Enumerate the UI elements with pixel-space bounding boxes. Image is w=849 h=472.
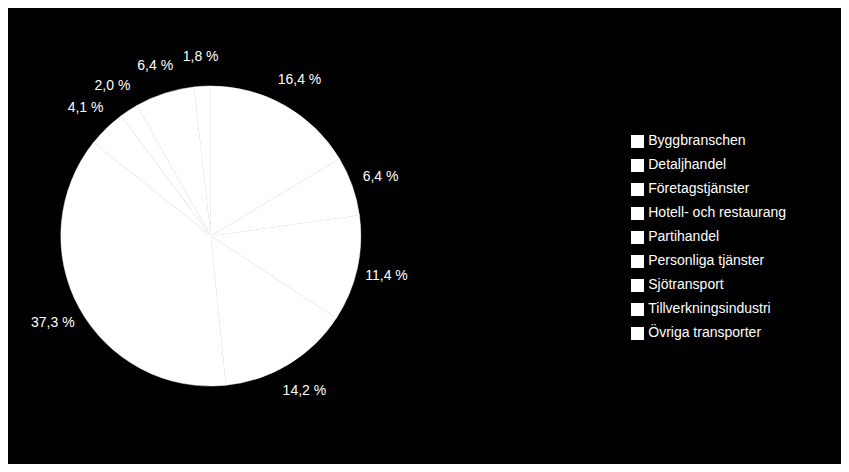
svg-text:1,8 %: 1,8 % (183, 48, 219, 64)
html-text:Företagstjänster: Företagstjänster (648, 180, 750, 196)
html-text:Tillverkningsindustri: Tillverkningsindustri (648, 300, 771, 316)
html-text:Byggbranschen: Byggbranschen (648, 132, 746, 148)
svg-text:14,2 %: 14,2 % (283, 382, 327, 398)
html-text:Personliga tjänster: Personliga tjänster (648, 252, 765, 268)
html-text:Övriga transporter: Övriga transporter (648, 324, 762, 340)
svg-text:11,4 %: 11,4 % (365, 267, 408, 283)
html-text:Hotell- och restaurang: Hotell- och restaurang (648, 204, 786, 220)
svg-text:6,4 %: 6,4 % (363, 168, 399, 184)
svg-text:4,1 %: 4,1 % (68, 99, 104, 115)
svg-text:6,4 %: 6,4 % (137, 57, 173, 73)
html-text:Detaljhandel: Detaljhandel (648, 156, 727, 172)
svg-text:2,0 %: 2,0 % (95, 77, 131, 93)
svg-text:37,3 %: 37,3 % (31, 314, 75, 330)
html-text:Sjötransport: Sjötransport (648, 276, 724, 292)
svg-text:16,4 %: 16,4 % (278, 71, 322, 87)
html-text:Partihandel: Partihandel (648, 228, 720, 244)
